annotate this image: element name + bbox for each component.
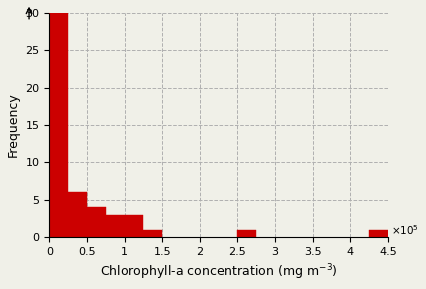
Bar <box>369 230 388 237</box>
Bar <box>87 207 106 237</box>
X-axis label: Chlorophyll-a concentration (mg m$^{-3}$): Chlorophyll-a concentration (mg m$^{-3}$… <box>100 262 337 282</box>
Bar <box>237 230 256 237</box>
Bar <box>144 230 162 237</box>
Bar <box>49 13 68 237</box>
Bar <box>106 215 124 237</box>
Bar <box>124 215 144 237</box>
Text: $\times 10^5$: $\times 10^5$ <box>391 223 419 237</box>
Y-axis label: Frequency: Frequency <box>7 92 20 157</box>
Bar <box>68 192 87 237</box>
